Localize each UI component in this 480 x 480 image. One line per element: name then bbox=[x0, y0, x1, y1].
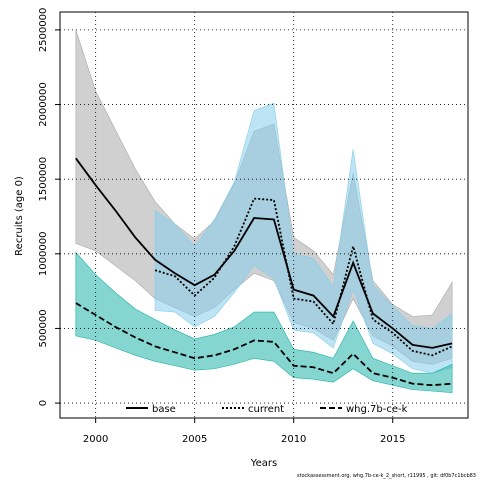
line-current bbox=[154, 197, 453, 357]
plot-frame bbox=[59, 11, 469, 419]
y-tick-label-2500000: 2500000 bbox=[38, 8, 49, 53]
x-tick-label-2010: 2010 bbox=[281, 434, 306, 445]
line-base bbox=[75, 157, 453, 349]
footer-text: stockassessment.org, whg.7b-ce-k_2_short… bbox=[297, 473, 476, 479]
x-tick-label-2000: 2000 bbox=[83, 434, 108, 445]
y-tick-label-1500000: 1500000 bbox=[38, 157, 49, 202]
legend: base current whg.7b-ce-k bbox=[126, 404, 408, 415]
legend-label-whg-7b-ce-k: whg.7b-ce-k bbox=[346, 404, 408, 415]
series-lines bbox=[75, 157, 453, 387]
x-axis-title: Years bbox=[250, 458, 277, 469]
grid-lines bbox=[60, 12, 468, 418]
y-tick-label-500000: 500000 bbox=[38, 309, 49, 347]
y-tick-label-1000000: 1000000 bbox=[38, 232, 49, 277]
confidence-bands bbox=[75, 29, 453, 393]
x-tick-label-2015: 2015 bbox=[380, 434, 405, 445]
x-tick-label-2005: 2005 bbox=[182, 434, 207, 445]
y-tick-label-0: 0 bbox=[38, 400, 49, 406]
legend-label-base: base bbox=[152, 404, 176, 415]
axes: 2000 2005 2010 2015 0 500000 1000000 1500000 200… bbox=[38, 8, 469, 445]
y-tick-label-2000000: 2000000 bbox=[38, 82, 49, 127]
line-whg-7b-ce-k bbox=[75, 302, 453, 387]
y-axis-title: Recruits (age 0) bbox=[14, 176, 25, 256]
legend-label-current: current bbox=[248, 404, 284, 415]
